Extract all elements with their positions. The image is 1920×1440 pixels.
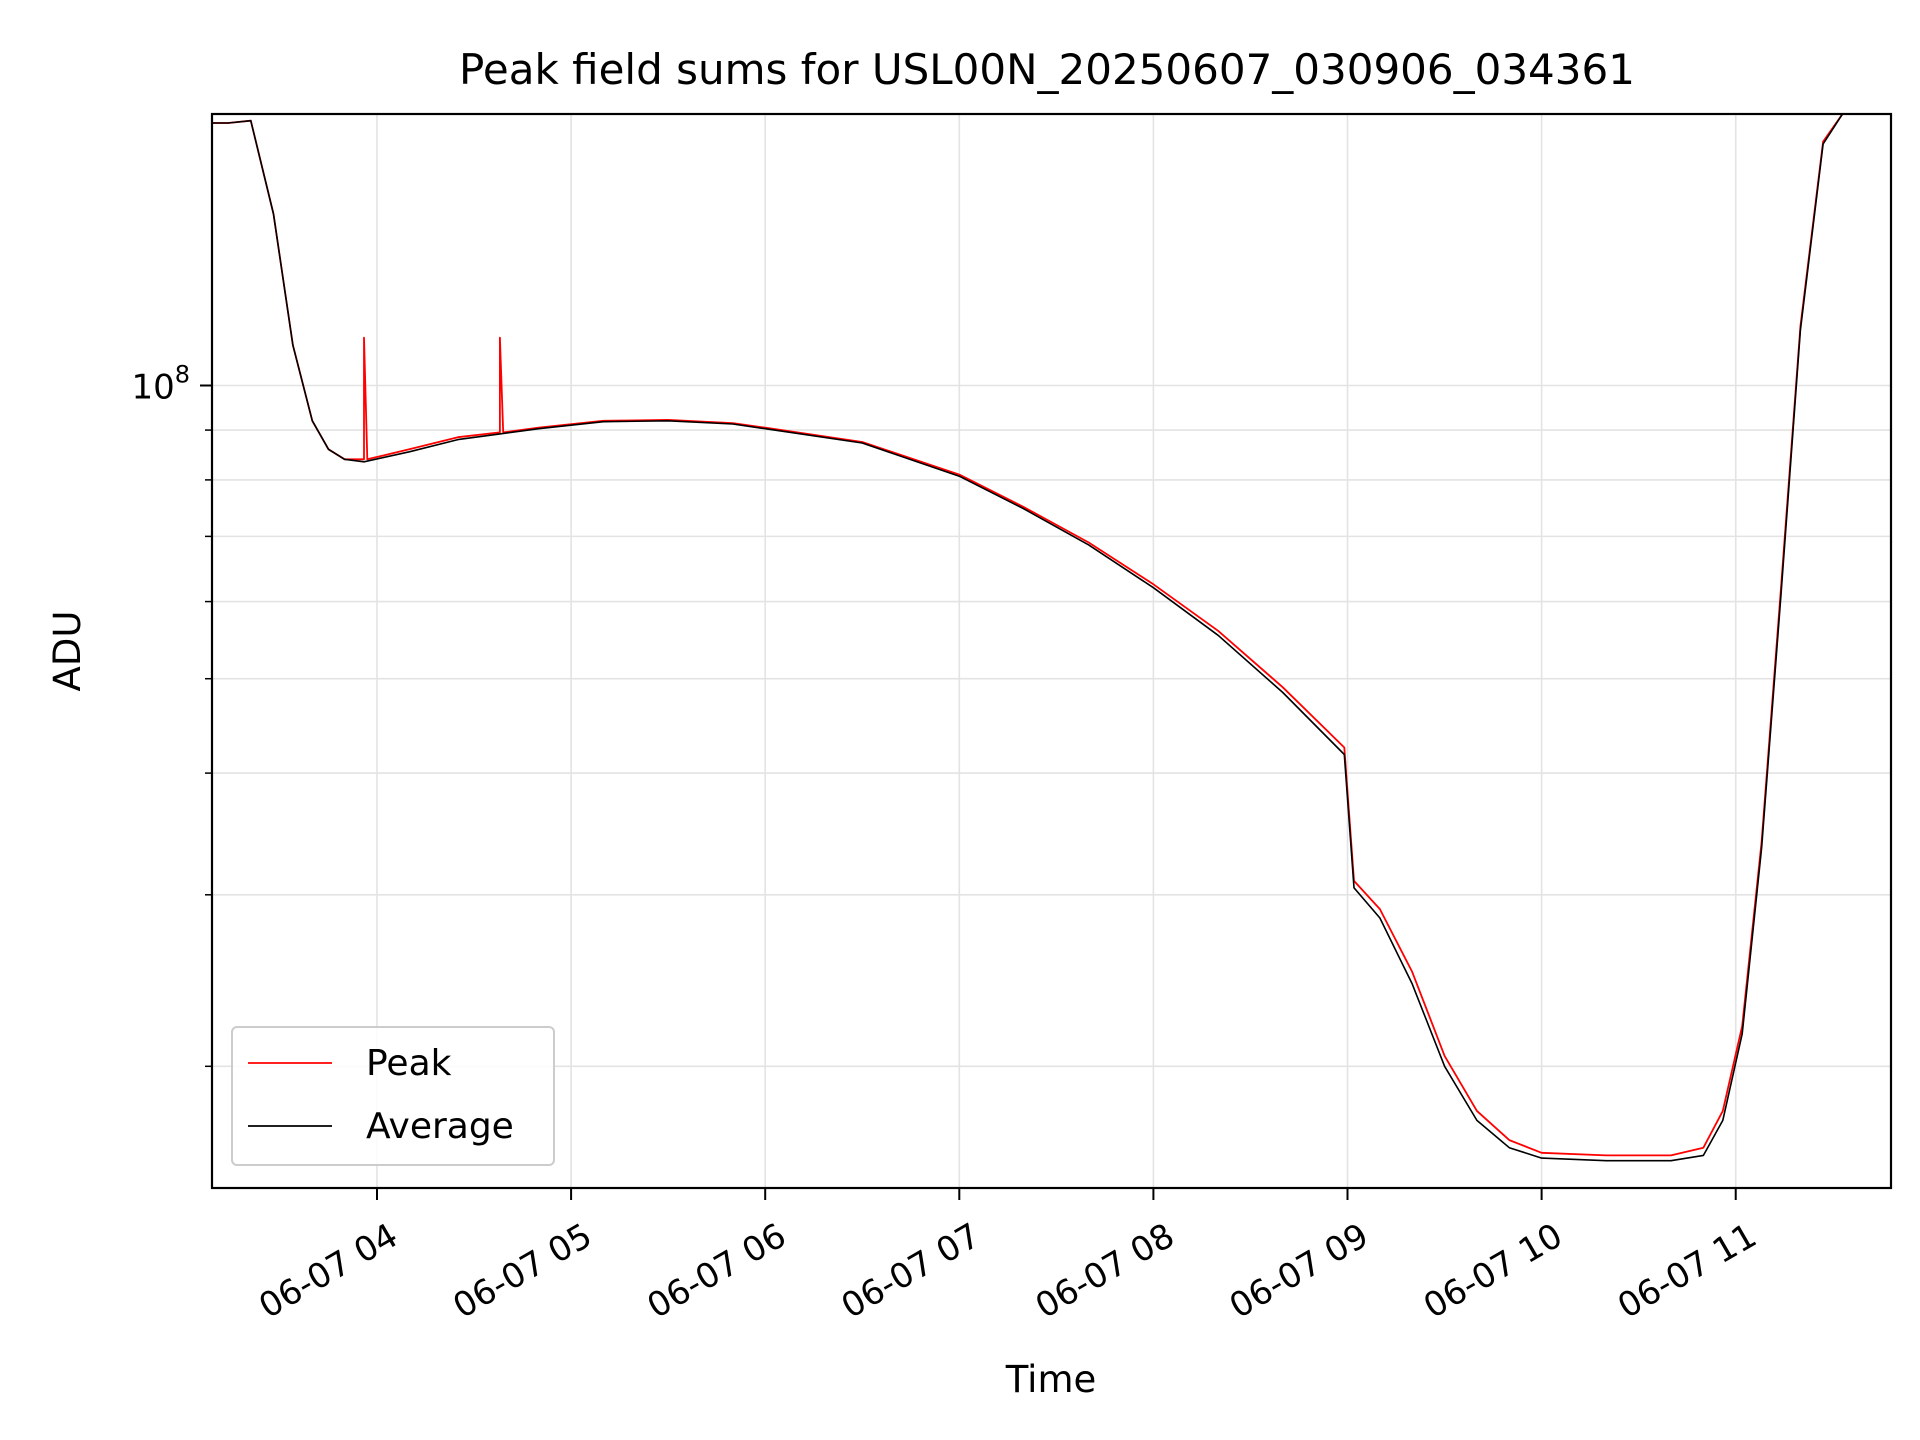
series-line-average xyxy=(212,114,1844,1162)
legend-label-peak: Peak xyxy=(366,1043,452,1084)
grid xyxy=(212,114,1891,1188)
plot-frame xyxy=(210,112,1893,1190)
legend-label-average: Average xyxy=(366,1106,514,1147)
y-axis-label: ADU xyxy=(46,611,89,692)
y-tick-label: 108 xyxy=(131,361,190,408)
series-line-peak xyxy=(212,114,1844,1157)
y-tick-exponent: 8 xyxy=(175,361,190,389)
x-axis-label: Time xyxy=(1005,1358,1097,1401)
y-axis-ticks: 108 xyxy=(131,361,212,1068)
chart-title: Peak field sums for USL00N_20250607_0309… xyxy=(459,45,1635,94)
series-layer xyxy=(212,114,1844,1162)
legend-box xyxy=(231,1026,555,1166)
legend: Peak Average xyxy=(231,1026,555,1166)
y-tick-base: 10 xyxy=(131,368,174,408)
